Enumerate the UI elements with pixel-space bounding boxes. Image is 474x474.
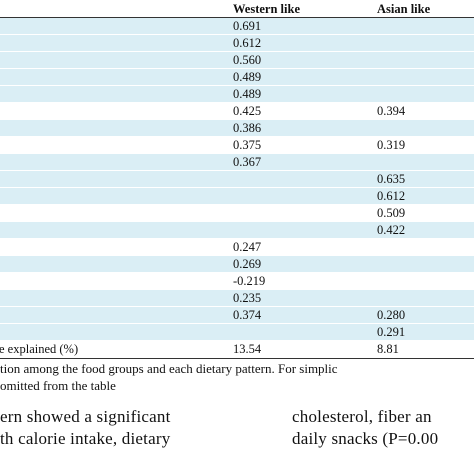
row-label: e explained (%) <box>0 342 79 356</box>
table-row: 0.425 0.394 <box>0 103 474 120</box>
row-separator <box>0 136 474 137</box>
table-row: 0.509 <box>0 205 474 222</box>
row-separator <box>0 153 474 154</box>
cell-western-loading: 0.247 <box>233 240 262 254</box>
table-row: 0.560 <box>0 52 474 69</box>
table-row: 0.386 <box>0 120 474 137</box>
table-row: 0.635 <box>0 171 474 188</box>
cell-western-loading: 0.367 <box>233 155 262 169</box>
table-row: 0.691 <box>0 18 474 35</box>
cell-asian-loading: 0.319 <box>377 138 406 152</box>
table-row: 0.235 <box>0 290 474 307</box>
cell-asian-loading: 0.422 <box>377 223 406 237</box>
row-separator <box>0 102 474 103</box>
cell-western-loading: 0.375 <box>233 138 262 152</box>
table-footnote-line-2: omitted from the table <box>0 378 116 393</box>
table-row: 0.612 <box>0 35 474 52</box>
table-row: 0.489 <box>0 86 474 103</box>
table-row: 0.489 <box>0 69 474 86</box>
row-separator <box>0 221 474 222</box>
table-bottom-rule <box>0 358 474 359</box>
row-separator <box>0 272 474 273</box>
table-row: 0.269 <box>0 256 474 273</box>
table-footnote-line-1: tion among the food groups and each diet… <box>0 361 338 376</box>
table-row: -0.219 <box>0 273 474 290</box>
cell-asian-loading: 0.291 <box>377 325 406 339</box>
row-separator <box>0 51 474 52</box>
cell-asian-loading: 8.81 <box>377 342 399 356</box>
cell-asian-loading: 0.612 <box>377 189 406 203</box>
table-top-rule <box>0 17 474 18</box>
cell-western-loading: 0.386 <box>233 121 262 135</box>
body-text-left-line-2: th calorie intake, dietary <box>0 429 171 448</box>
table-row: 0.291 <box>0 324 474 341</box>
cell-asian-loading: 0.280 <box>377 308 406 322</box>
column-header-western: Western like <box>233 2 301 16</box>
row-separator <box>0 306 474 307</box>
cell-western-loading: 13.54 <box>233 342 262 356</box>
cell-western-loading: 0.489 <box>233 70 262 84</box>
row-separator <box>0 204 474 205</box>
table-row: 0.367 <box>0 154 474 171</box>
body-text-right-line-1: cholesterol, fiber an <box>292 407 432 426</box>
cell-western-loading: 0.425 <box>233 104 262 118</box>
row-separator <box>0 255 474 256</box>
body-text-right-line-2: daily snacks (P=0.00 <box>292 429 439 448</box>
column-header-asian: Asian like <box>377 2 431 16</box>
row-separator <box>0 34 474 35</box>
table-row: 0.612 <box>0 188 474 205</box>
table-header-row: Western like Asian like <box>0 0 474 18</box>
row-separator <box>0 170 474 171</box>
cell-western-loading: 0.560 <box>233 53 262 67</box>
cell-western-loading: 0.489 <box>233 87 262 101</box>
table-row: 0.374 0.280 <box>0 307 474 324</box>
row-separator <box>0 187 474 188</box>
row-separator <box>0 289 474 290</box>
cell-asian-loading: 0.509 <box>377 206 406 220</box>
cell-western-loading: 0.235 <box>233 291 262 305</box>
row-separator <box>0 238 474 239</box>
cell-western-loading: 0.691 <box>233 19 262 33</box>
cell-western-loading: -0.219 <box>233 274 266 288</box>
table-row: 0.422 <box>0 222 474 239</box>
row-separator <box>0 323 474 324</box>
row-separator <box>0 119 474 120</box>
row-separator <box>0 68 474 69</box>
cell-western-loading: 0.612 <box>233 36 262 50</box>
body-text-left-line-1: ern showed a significant <box>0 407 171 426</box>
table-row: 0.375 0.319 <box>0 137 474 154</box>
row-separator <box>0 340 474 341</box>
table-row: e explained (%) 13.54 8.81 <box>0 341 474 358</box>
cell-asian-loading: 0.394 <box>377 104 406 118</box>
row-separator <box>0 357 474 358</box>
row-separator <box>0 85 474 86</box>
cell-western-loading: 0.269 <box>233 257 262 271</box>
cell-asian-loading: 0.635 <box>377 172 406 186</box>
cell-western-loading: 0.374 <box>233 308 262 322</box>
table-row: 0.247 <box>0 239 474 256</box>
